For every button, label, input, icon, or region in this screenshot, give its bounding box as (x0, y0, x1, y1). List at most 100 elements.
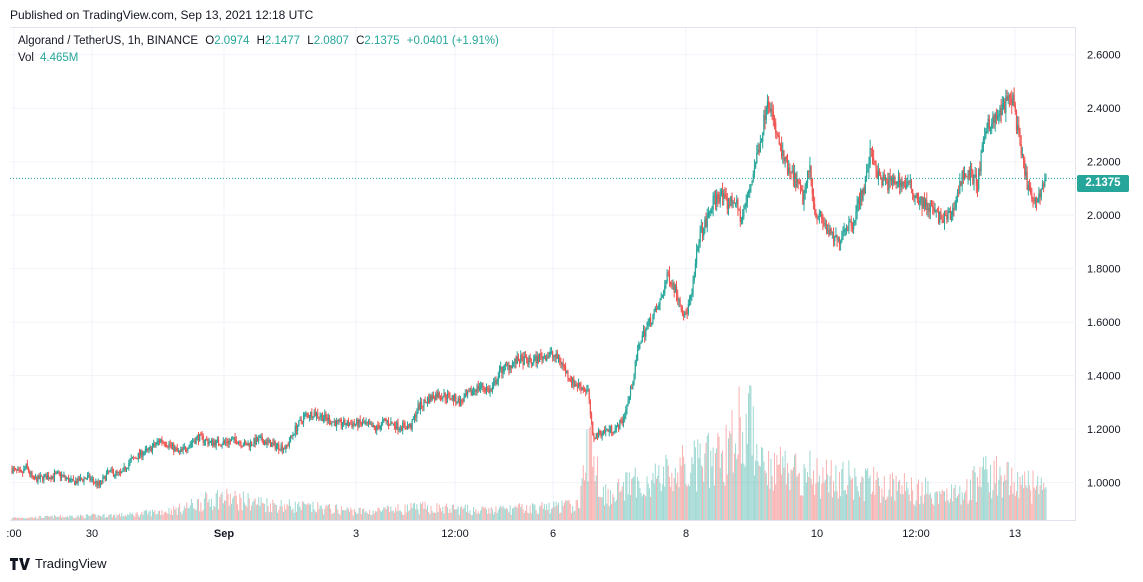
candle-body (994, 113, 996, 123)
volume-bar (331, 514, 333, 520)
volume-bar (115, 517, 117, 520)
volume-bar (181, 514, 183, 520)
candle-body (580, 386, 582, 390)
volume-bar (559, 513, 561, 520)
candle-body (293, 434, 295, 436)
candle-body (842, 232, 844, 239)
candle-body (210, 439, 213, 442)
candle-body (732, 202, 734, 204)
volume-bar (611, 503, 613, 520)
candle-body (816, 216, 818, 218)
candle-body (647, 322, 649, 326)
candle-body (789, 167, 791, 172)
volume-bar (828, 492, 830, 520)
candle-body (810, 165, 812, 179)
candle-body (786, 159, 789, 174)
volume-bar (12, 517, 14, 520)
volume-bar (716, 448, 718, 520)
candle-body (398, 428, 400, 430)
candle-body (288, 441, 290, 446)
candle-body (788, 167, 790, 174)
volume-bar (338, 513, 340, 520)
candle-body (124, 466, 126, 470)
volume-bar (43, 517, 45, 520)
candle-body (806, 171, 809, 182)
volume-bar (621, 486, 623, 520)
volume-bar (325, 504, 327, 520)
volume-bar (405, 512, 407, 520)
candle-body (1020, 144, 1022, 155)
candle-body (71, 478, 73, 480)
volume-bar (535, 509, 537, 520)
candle-body (819, 212, 822, 214)
volume-bar (817, 482, 819, 520)
candle-body (311, 412, 313, 418)
candle-body (901, 180, 903, 186)
volume-bar (239, 493, 241, 520)
candle-body (256, 437, 259, 442)
candle-body (757, 149, 759, 153)
candle-body (195, 437, 197, 444)
tradingview-footer[interactable]: TradingView (10, 556, 107, 571)
candle-body (503, 365, 505, 372)
volume-bar (251, 505, 253, 520)
candle-body (46, 475, 49, 480)
volume-bar (799, 495, 801, 520)
volume-bar (779, 446, 781, 520)
candle-body (995, 113, 998, 119)
candle-body (666, 272, 668, 282)
volume-bar (177, 507, 179, 520)
volume-bar (51, 515, 53, 520)
volume-bar (140, 514, 142, 520)
volume-bar (390, 506, 392, 520)
candle-body (752, 174, 754, 181)
candle-body (708, 212, 711, 214)
chart-area[interactable] (10, 27, 1076, 521)
candle-body (444, 393, 446, 399)
volume-bar (264, 503, 266, 520)
candle-body (837, 238, 839, 240)
volume-bar (432, 512, 434, 520)
candle-body (417, 404, 419, 413)
volume-bar (692, 464, 694, 520)
low-value: 2.0807 (313, 35, 349, 47)
volume-bar (180, 512, 182, 520)
volume-bar (221, 492, 223, 520)
volume-bar (28, 517, 30, 520)
symbol-label[interactable]: Algorand / TetherUS, 1h, BINANCE (18, 35, 199, 47)
candle-body (212, 439, 214, 446)
candle-body (101, 481, 103, 483)
volume-bar (216, 489, 218, 520)
volume-bar (725, 424, 727, 520)
volume-bar (702, 467, 704, 520)
volume-bar (507, 509, 509, 520)
candle-body (102, 477, 104, 483)
volume-bar (912, 490, 914, 520)
volume-bar (464, 504, 466, 520)
volume-bar (477, 511, 479, 520)
volume-bar (228, 506, 230, 520)
volume-bar (483, 507, 485, 520)
volume-bar (869, 475, 871, 520)
volume-bar (83, 517, 85, 520)
volume-bar (647, 483, 649, 520)
candle-body (347, 420, 350, 426)
candle-body (456, 402, 458, 404)
volume-bar (85, 514, 87, 520)
candle-body (936, 209, 939, 211)
candle-body (116, 471, 118, 473)
candle-body (854, 220, 856, 223)
candle-body (155, 443, 157, 446)
candle-body (345, 424, 347, 426)
candle-body (55, 472, 57, 474)
volume-bar (306, 504, 308, 520)
volume-bar (468, 512, 470, 520)
candle-body (980, 152, 982, 171)
candle-body (896, 181, 898, 185)
candle-body (366, 422, 368, 424)
time-axis: :00 30 Sep 3 12:00 6 8 10 12:00 13 (6, 528, 1021, 540)
candle-body (1019, 132, 1021, 145)
candle-body (864, 177, 867, 194)
candle-body (654, 307, 656, 312)
